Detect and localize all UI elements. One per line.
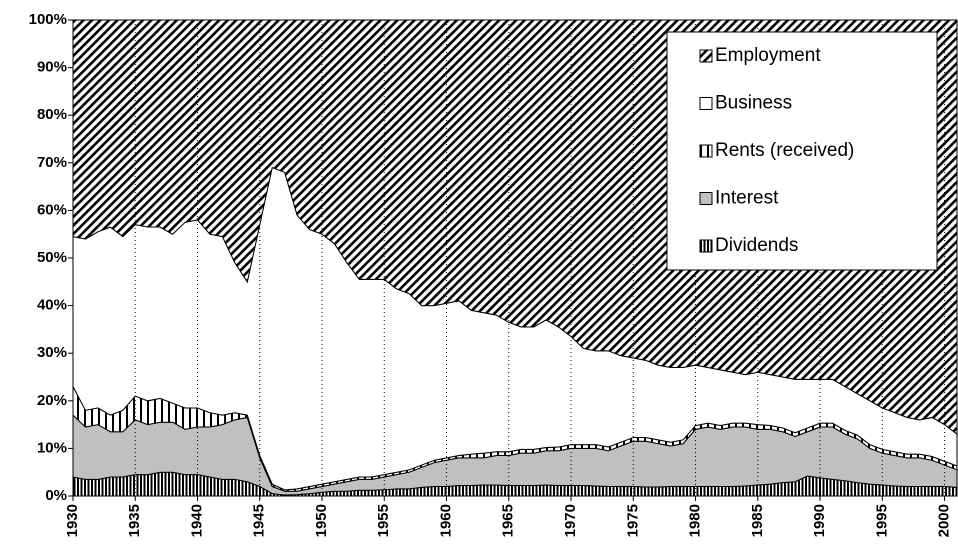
x-tick-label: 1965 (500, 504, 517, 537)
x-tick-label: 2000 (936, 504, 953, 537)
y-tick-label: 100% (29, 11, 67, 28)
legend-label: Business (715, 93, 792, 114)
y-tick-label: 80% (37, 106, 67, 123)
y-tick-label: 70% (37, 154, 67, 171)
x-tick-label: 1970 (562, 504, 579, 537)
legend: Employment Business Rents (received) Intere… (666, 31, 938, 271)
legend-swatch (699, 192, 713, 205)
y-tick-label: 60% (37, 201, 67, 218)
x-tick-label: 1995 (873, 504, 890, 537)
y-tick-label: 30% (37, 344, 67, 361)
x-tick-label: 1960 (437, 504, 454, 537)
legend-label: Employment (715, 45, 821, 66)
legend-label: Dividends (715, 235, 798, 256)
y-tick-label: 20% (37, 392, 67, 409)
legend-swatch (699, 49, 713, 63)
x-tick-label: 1950 (313, 504, 330, 537)
y-tick-label: 0% (45, 487, 67, 504)
legend-swatch (699, 97, 713, 110)
plot-frame (72, 19, 958, 497)
y-tick-label: 40% (37, 297, 67, 314)
y-tick-label: 50% (37, 249, 67, 266)
legend-swatch (699, 239, 713, 253)
legend-label: Rents (received) (715, 140, 854, 161)
y-tick-label: 10% (37, 439, 67, 456)
legend-swatch (699, 144, 713, 158)
x-tick-label: 1955 (375, 504, 392, 537)
legend-label: Interest (715, 188, 779, 209)
x-tick-label: 1985 (749, 504, 766, 537)
x-tick-label: 1935 (126, 504, 143, 537)
x-tick-label: 1930 (64, 504, 81, 537)
y-tick-label: 90% (37, 59, 67, 76)
x-tick-label: 1990 (811, 504, 828, 537)
x-tick-label: 1940 (188, 504, 205, 537)
x-tick-label: 1980 (687, 504, 704, 537)
x-tick-label: 1945 (251, 504, 268, 537)
x-tick-label: 1975 (624, 504, 641, 537)
